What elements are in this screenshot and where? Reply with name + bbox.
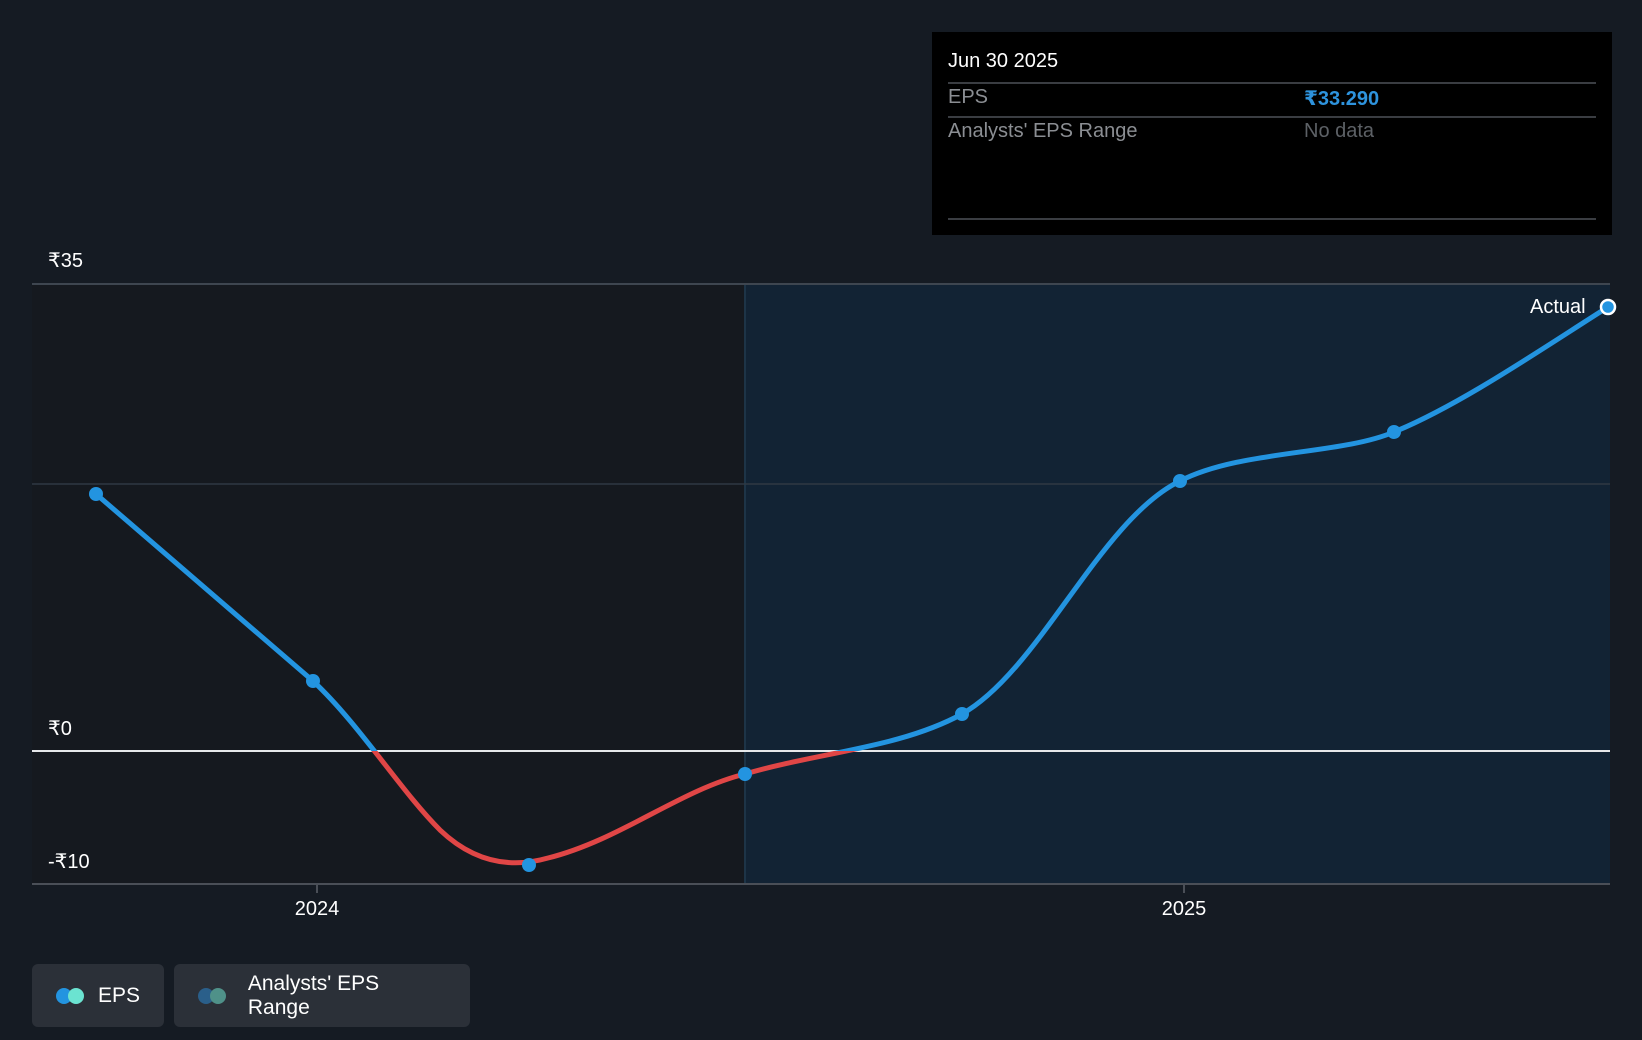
eps-legend-icon <box>56 987 84 1004</box>
eps-point[interactable] <box>522 858 536 872</box>
eps-point[interactable] <box>955 707 969 721</box>
eps-point[interactable] <box>1387 425 1401 439</box>
tooltip-divider <box>948 218 1596 220</box>
tooltip-date: Jun 30 2025 <box>948 50 1059 72</box>
eps-points[interactable] <box>89 298 1617 872</box>
y-label-neg10: -₹10 <box>48 851 90 873</box>
analysts-range-legend-icon <box>198 987 228 1004</box>
legend-eps-label: EPS <box>97 983 140 1007</box>
past-region <box>32 284 745 884</box>
tooltip-divider <box>948 82 1596 84</box>
x-label-2025: 2025 <box>1161 898 1207 920</box>
eps-point[interactable] <box>1173 474 1187 488</box>
tooltip-range-label: Analysts' EPS Range <box>948 120 1138 142</box>
eps-point-latest[interactable] <box>1599 298 1617 316</box>
tooltip-divider <box>948 116 1596 118</box>
x-label-2024: 2024 <box>294 898 340 920</box>
eps-point[interactable] <box>306 674 320 688</box>
eps-point[interactable] <box>738 767 752 781</box>
legend-analysts-range-label: Analysts' EPS Range <box>247 971 380 1019</box>
legend: EPS Analysts' EPS Range <box>32 964 470 1027</box>
legend-eps-button[interactable]: EPS <box>32 964 164 1027</box>
tooltip-range-value: No data <box>1304 120 1375 142</box>
tooltip: Jun 30 2025 EPS ₹33.290 Analysts' EPS Ra… <box>932 32 1612 235</box>
forecast-region <box>745 284 1610 884</box>
tooltip-eps-label: EPS <box>948 86 989 108</box>
legend-analysts-range-button[interactable]: Analysts' EPS Range <box>174 964 470 1027</box>
y-label-35: ₹35 <box>48 250 83 272</box>
eps-line <box>93 304 1611 866</box>
tooltip-eps-value: ₹33.290 <box>1304 88 1380 110</box>
eps-point[interactable] <box>89 487 103 501</box>
y-label-0: ₹0 <box>48 718 72 740</box>
actual-label: Actual <box>1530 296 1586 318</box>
